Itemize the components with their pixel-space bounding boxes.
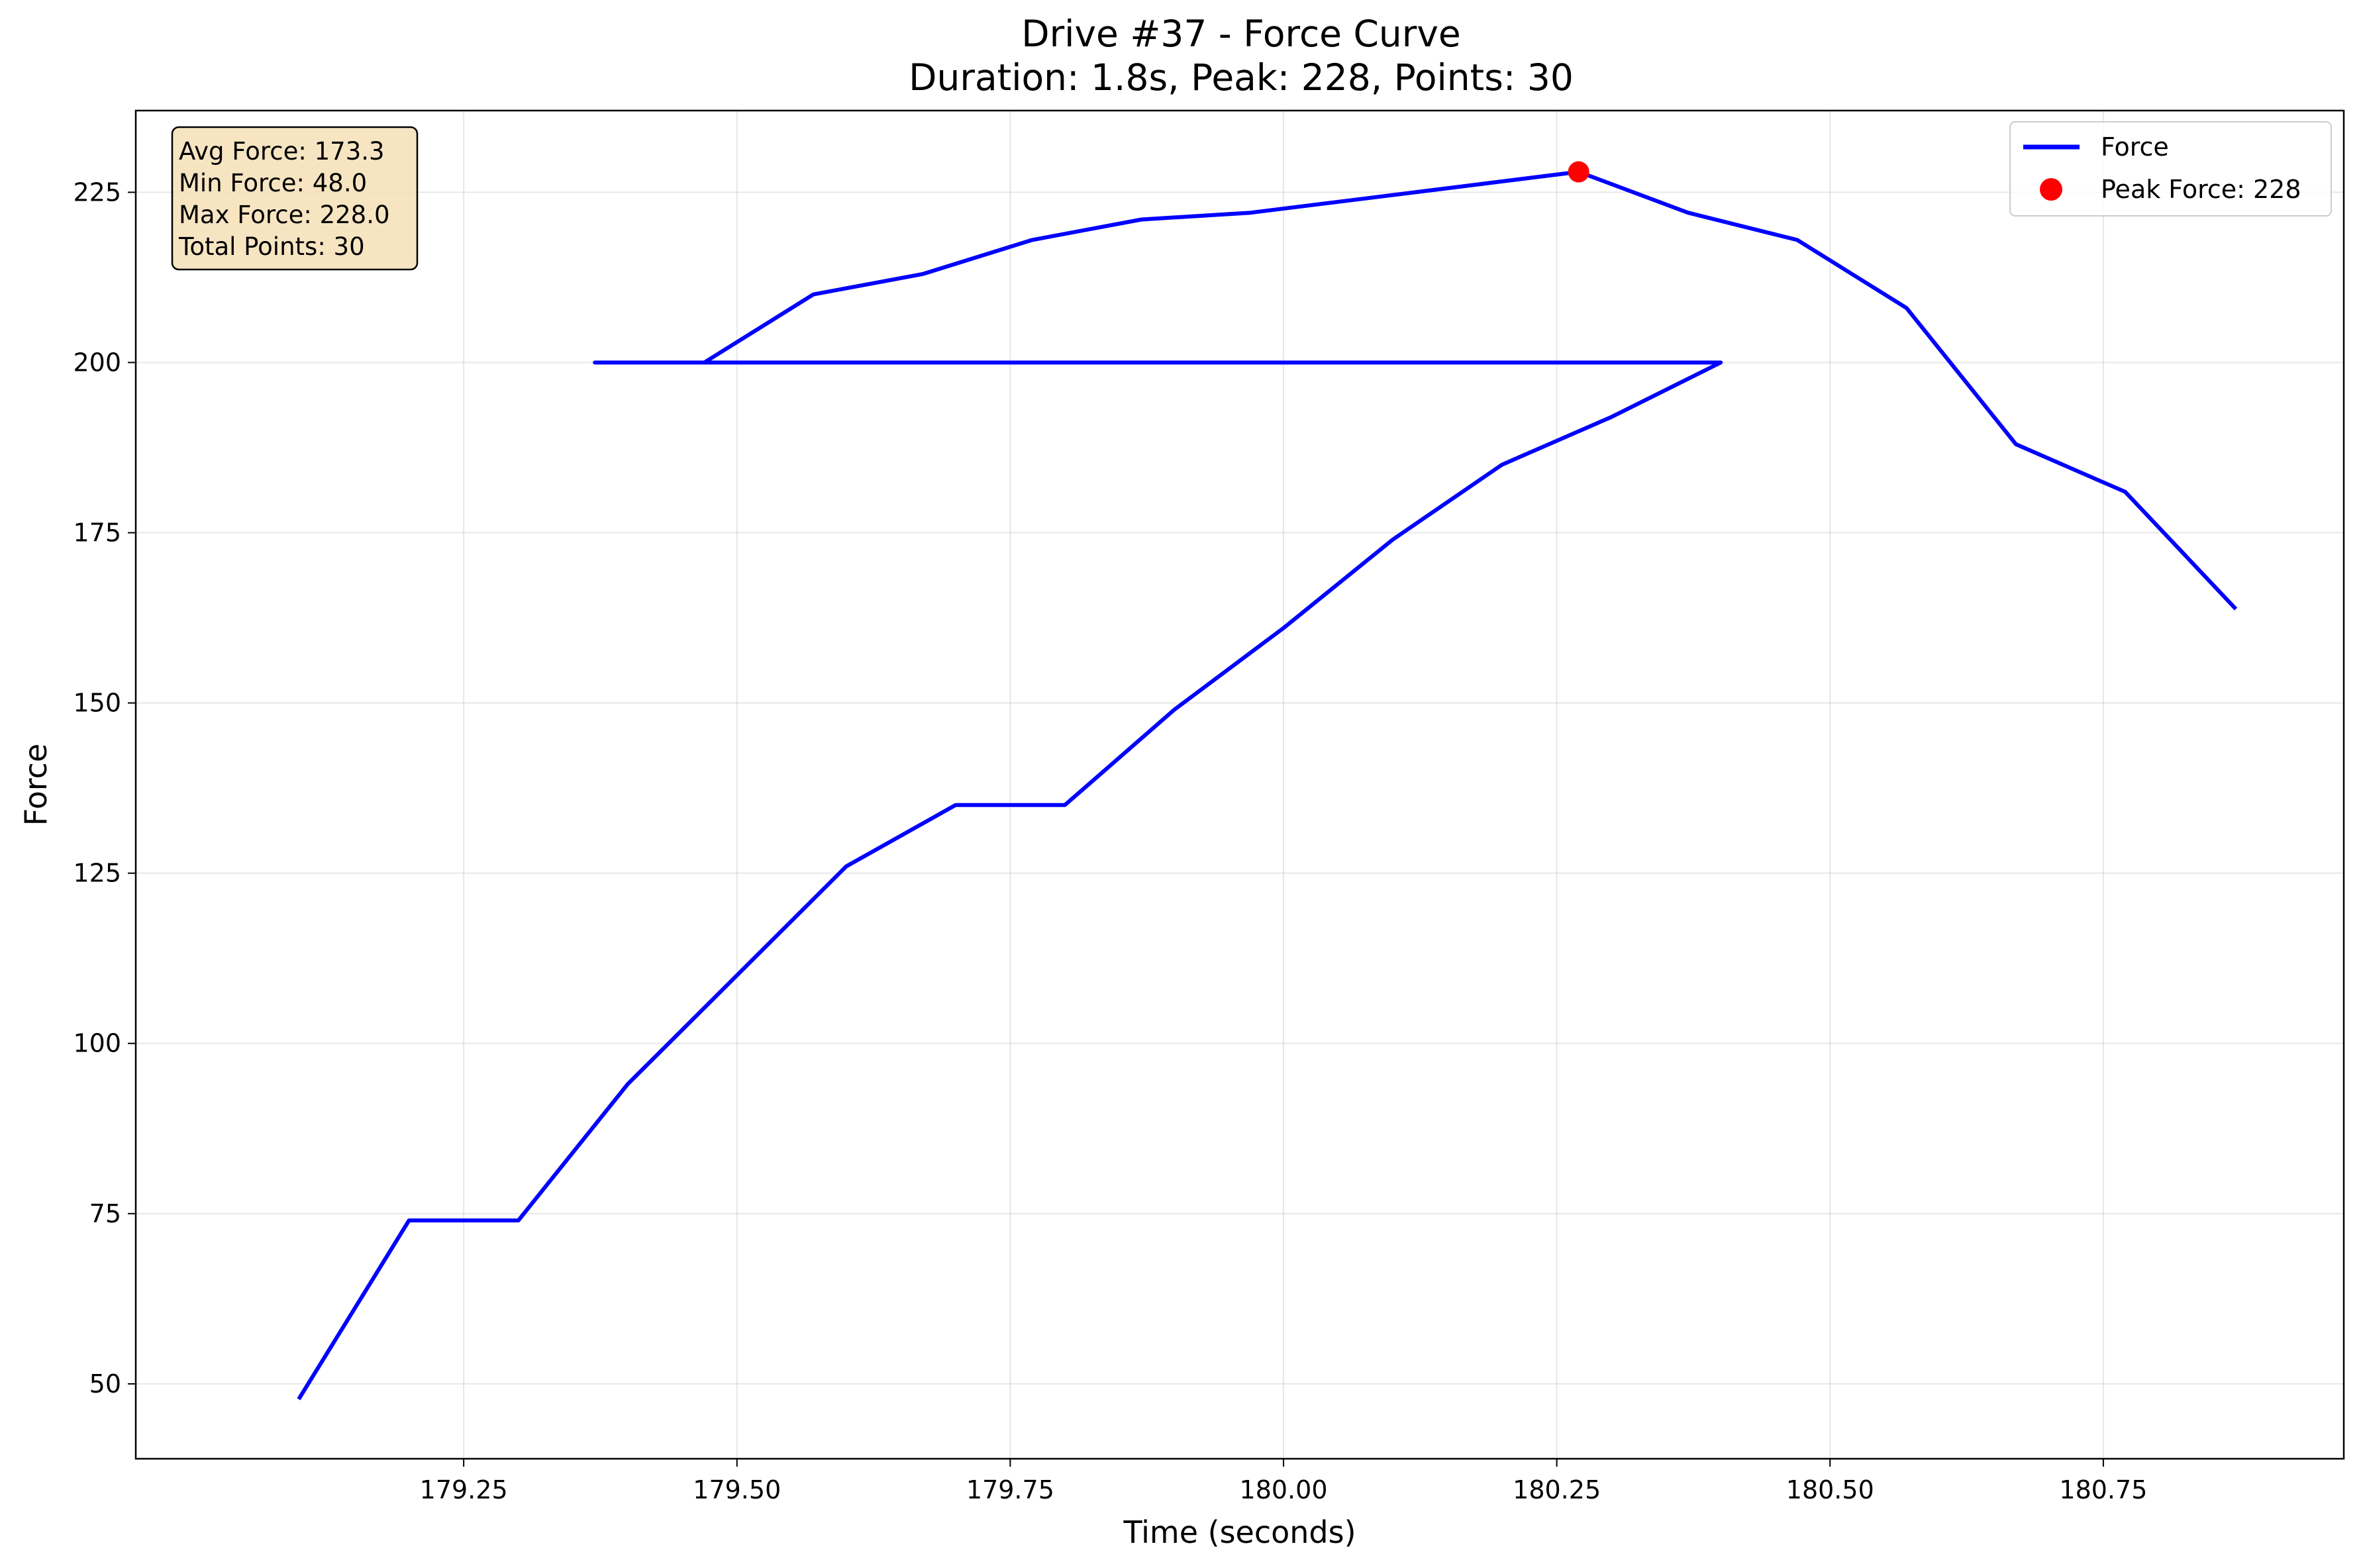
chart-title: Drive #37 - Force Curve — [1021, 13, 1461, 55]
y-tick-label: 125 — [73, 859, 121, 888]
legend-peak-label: Peak Force: 228 — [2101, 175, 2301, 204]
legend-frame — [2009, 121, 2332, 217]
y-tick-label: 150 — [73, 689, 121, 718]
x-tick-label: 179.25 — [420, 1475, 508, 1504]
peak-force-marker — [1568, 161, 1589, 183]
y-tick-label: 225 — [73, 177, 121, 207]
stats-min-force: Min Force: 48.0 — [179, 169, 367, 197]
chart-subtitle: Duration: 1.8s, Peak: 228, Points: 30 — [909, 56, 1574, 99]
x-axis-label: Time (seconds) — [1123, 1514, 1356, 1550]
y-axis-label: Force — [18, 744, 54, 826]
axis-ticks: 179.25 179.50 179.75 180.00 180.25 180.50 180.… — [73, 177, 2147, 1504]
y-tick-label: 75 — [89, 1199, 121, 1228]
x-tick-label: 180.25 — [1513, 1475, 1601, 1504]
x-tick-label: 179.50 — [693, 1475, 781, 1504]
y-tick-label: 50 — [89, 1369, 121, 1398]
legend-force-label: Force — [2101, 132, 2169, 162]
x-tick-label: 180.75 — [2059, 1475, 2147, 1504]
plot-area — [297, 161, 2238, 1400]
x-tick-label: 179.75 — [966, 1475, 1054, 1504]
x-tick-label: 180.50 — [1786, 1475, 1874, 1504]
x-tick-label: 180.00 — [1240, 1475, 1328, 1504]
stats-max-force: Max Force: 228.0 — [179, 201, 390, 229]
stats-total-points: Total Points: 30 — [178, 232, 365, 261]
y-tick-label: 100 — [73, 1029, 121, 1058]
force-series-line — [297, 170, 2238, 1400]
stats-avg-force: Avg Force: 173.3 — [179, 137, 385, 166]
y-tick-label: 200 — [73, 348, 121, 377]
legend: Force Peak Force: 228 — [2009, 121, 2332, 217]
y-tick-label: 175 — [73, 518, 121, 548]
axes-frame — [134, 109, 2345, 1460]
stats-box-background — [171, 126, 419, 271]
legend-peak-marker-swatch — [2040, 178, 2062, 201]
stats-box: Avg Force: 173.3 Min Force: 48.0 Max For… — [171, 126, 419, 271]
